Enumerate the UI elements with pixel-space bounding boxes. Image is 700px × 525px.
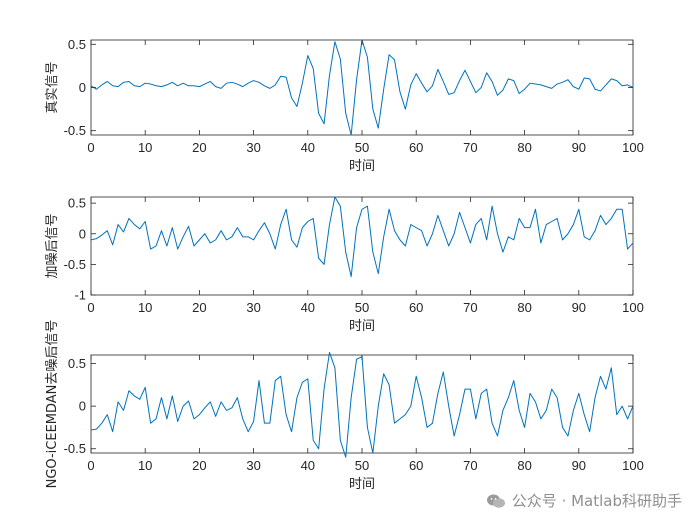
- x-tick-label: 100: [622, 300, 644, 315]
- subplot-3: 0 10 20 30 40 50 60 70 80 90 1000.50-0.5时间NGO-iCEE…: [45, 320, 644, 492]
- x-tick-label: 80: [517, 140, 531, 155]
- x-tick-label: 60: [409, 140, 423, 155]
- y-tick-label: 0: [79, 80, 86, 95]
- x-tick-label: 90: [572, 300, 586, 315]
- x-tick-label: 50: [355, 140, 369, 155]
- y-tick-label: 0: [79, 399, 86, 414]
- x-tick-label: 70: [463, 140, 477, 155]
- plot-frame: [90, 196, 634, 296]
- y-tick-label: 0.5: [68, 196, 86, 211]
- plot-frame: [90, 354, 634, 454]
- watermark-text: 公众号 · Matlab科研助手: [511, 492, 682, 510]
- x-tick-label: 40: [301, 458, 315, 473]
- wechat-icon: [486, 494, 505, 508]
- y-axis-label: 真实信号: [45, 61, 60, 113]
- y-tick-label: 0.5: [68, 37, 86, 52]
- y-tick-label: -0.5: [64, 257, 86, 272]
- y-tick-label: 0.5: [68, 356, 86, 371]
- x-tick-label: 90: [572, 458, 586, 473]
- x-tick-label: 0: [87, 140, 94, 155]
- x-tick-label: 30: [246, 300, 260, 315]
- y-tick-label: 0: [79, 226, 86, 241]
- x-tick-label: 20: [192, 300, 206, 315]
- x-tick-label: 20: [192, 140, 206, 155]
- x-tick-label: 20: [192, 458, 206, 473]
- x-tick-label: 0: [87, 458, 94, 473]
- y-tick-label: -0.5: [64, 441, 86, 456]
- x-tick-label: 60: [409, 300, 423, 315]
- x-tick-label: 60: [409, 458, 423, 473]
- x-tick-label: 80: [517, 300, 531, 315]
- x-axis-label: 时间: [349, 159, 375, 174]
- plot-frame: [90, 39, 634, 136]
- x-tick-label: 50: [355, 458, 369, 473]
- subplot-2: 0 10 20 30 40 50 60 70 80 90 100 0.5 0 -0.5 -1 时间 加噪后信号: [45, 196, 644, 334]
- x-tick-label: 100: [622, 140, 644, 155]
- x-tick-label: 10: [138, 458, 152, 473]
- x-tick-label: 100: [622, 458, 644, 473]
- watermark: 公众号 · Matlab科研助手: [486, 490, 682, 511]
- x-tick-label: 70: [463, 458, 477, 473]
- y-axis-label: 加噪后信号: [45, 213, 60, 278]
- series-line: [90, 196, 634, 278]
- x-tick-label: 70: [463, 300, 477, 315]
- x-tick-label: 0: [87, 300, 94, 315]
- x-tick-label: 30: [246, 140, 260, 155]
- x-axis-label: 时间: [349, 319, 375, 334]
- x-tick-label: 50: [355, 300, 369, 315]
- y-axis-label: NGO-iCEEMDAN去噪后信号: [45, 320, 60, 489]
- x-tick-label: 10: [138, 140, 152, 155]
- x-tick-label: 80: [517, 458, 531, 473]
- x-tick-label: 10: [138, 300, 152, 315]
- x-axis-label: 时间: [349, 477, 375, 492]
- x-tick-label: 40: [301, 140, 315, 155]
- x-tick-label: 30: [246, 458, 260, 473]
- y-tick-label: -0.5: [64, 123, 86, 138]
- x-tick-label: 90: [572, 140, 586, 155]
- x-tick-label: 40: [301, 300, 315, 315]
- y-tick-label: -1: [74, 288, 86, 303]
